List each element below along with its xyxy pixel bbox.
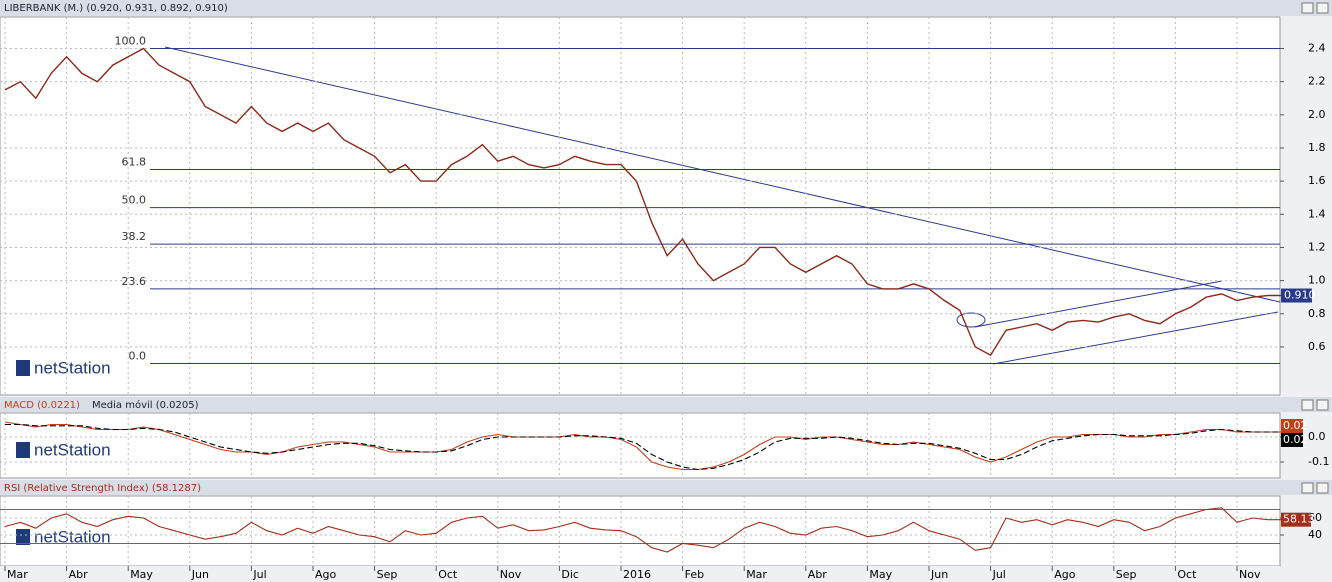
y-tick-label: 1.4 [1308,207,1326,220]
close-button[interactable] [1316,482,1329,494]
y-tick-label: -0.1 [1308,455,1329,468]
y-tick-label: 1.6 [1308,174,1326,187]
series-line [5,423,1284,471]
x-tick-label: Mar [746,568,767,581]
x-tick-label: Abr [69,568,89,581]
series-line [4,421,1284,471]
y-tick-label: 60 [1308,511,1322,524]
x-tick-label: Abr [808,568,828,581]
y-tick-label: 2.4 [1308,42,1326,55]
close-button[interactable] [1316,399,1329,411]
x-tick-label: Mar [7,568,28,581]
y-tick-label: 2.0 [1308,108,1326,121]
value-box [1281,419,1303,433]
logo: netStation [34,527,111,546]
y-tick-label: 2.2 [1308,75,1326,88]
x-tick-label: Sep [377,568,398,581]
logo: netStation [34,440,111,459]
x-tick-label: Jul [992,568,1006,581]
fib-label: 50.0 [122,194,147,207]
logo-icon [16,442,30,458]
value-box-label: 0.02 [1283,419,1308,432]
x-tick-label: May [869,568,892,581]
x-tick-label: Sep [1116,568,1137,581]
close-button[interactable] [1316,2,1329,14]
value-box [1281,433,1303,447]
plot-area [0,16,1281,396]
y-tick-label: 40 [1308,528,1322,541]
y-tick-label: 1.0 [1308,274,1326,287]
restore-button[interactable] [1301,482,1314,494]
x-tick-label: Nov [500,568,522,581]
x-tick-label: 2016 [623,568,651,581]
restore-button[interactable] [1301,399,1314,411]
x-axis-bar [0,566,1280,582]
y-tick-label: 0.6 [1308,340,1326,353]
last-price-box [1281,288,1312,303]
logo-icons [16,360,30,545]
trend-line [164,46,1281,303]
fib-label: 23.6 [122,275,147,288]
highlight-ellipse [956,312,986,328]
header-bar [0,0,1332,16]
y-tick-label: 0.8 [1308,307,1326,320]
last-price-label: 0.910 [1284,289,1316,302]
x-tick-label: Oct [438,568,458,581]
value-box-label: 58.13 [1283,513,1315,526]
x-tick-label: Jun [191,568,209,581]
plot-area [0,495,1281,567]
value-box [1281,512,1311,527]
legend-entry: RSI (Relative Strength Index) (58.1287) [4,483,201,494]
legend-entry: Media móvil (0.0205) [92,399,199,411]
fib-label: 100.0 [115,35,147,48]
x-tick-label: Ago [315,568,337,581]
x-tick-label: Oct [1177,568,1197,581]
x-tick-label: Feb [685,568,704,581]
logo-icon [16,529,30,545]
legend-entry: MACD (0.0221) [4,400,80,411]
x-tick-label: Dic [561,568,579,581]
value-box-label: 0.02 [1283,433,1308,446]
x-tick-label: Ago [1054,568,1076,581]
restore-button[interactable] [1301,2,1314,14]
x-tick-label: Jun [930,568,948,581]
y-tick-label: 0.0 [1308,430,1326,443]
fib-label: 38.2 [122,230,147,243]
chart-title: LIBERBANK (M.) (0.920, 0.931, 0.892, 0.9… [4,3,228,14]
window-buttons[interactable] [1301,2,1329,494]
header-bar [0,397,1332,412]
fib-label: 0.0 [129,350,147,363]
x-tick-label: Jul [252,568,266,581]
channel-line [992,311,1279,365]
x-tick-label: Nov [1239,568,1261,581]
x-tick-label: May [130,568,153,581]
fib-label: 61.8 [122,156,147,169]
header-bar [0,480,1332,495]
series-line [4,507,1284,553]
y-tick-label: 1.8 [1308,141,1326,154]
y-tick-label: 1.2 [1308,240,1326,253]
logo-icon [16,360,30,376]
logo: netStation [34,358,111,377]
series-line [4,47,1284,357]
